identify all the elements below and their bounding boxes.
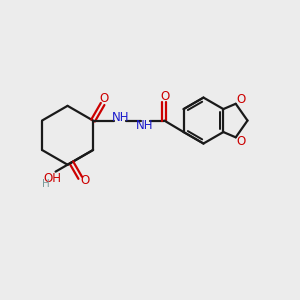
Text: O: O [160, 91, 169, 103]
Text: H: H [42, 179, 50, 189]
Text: O: O [99, 92, 108, 105]
Text: NH: NH [136, 119, 153, 132]
Text: NH: NH [111, 111, 129, 124]
Text: O: O [80, 174, 89, 187]
Text: OH: OH [44, 172, 62, 184]
Text: O: O [236, 135, 246, 148]
Text: O: O [236, 93, 246, 106]
